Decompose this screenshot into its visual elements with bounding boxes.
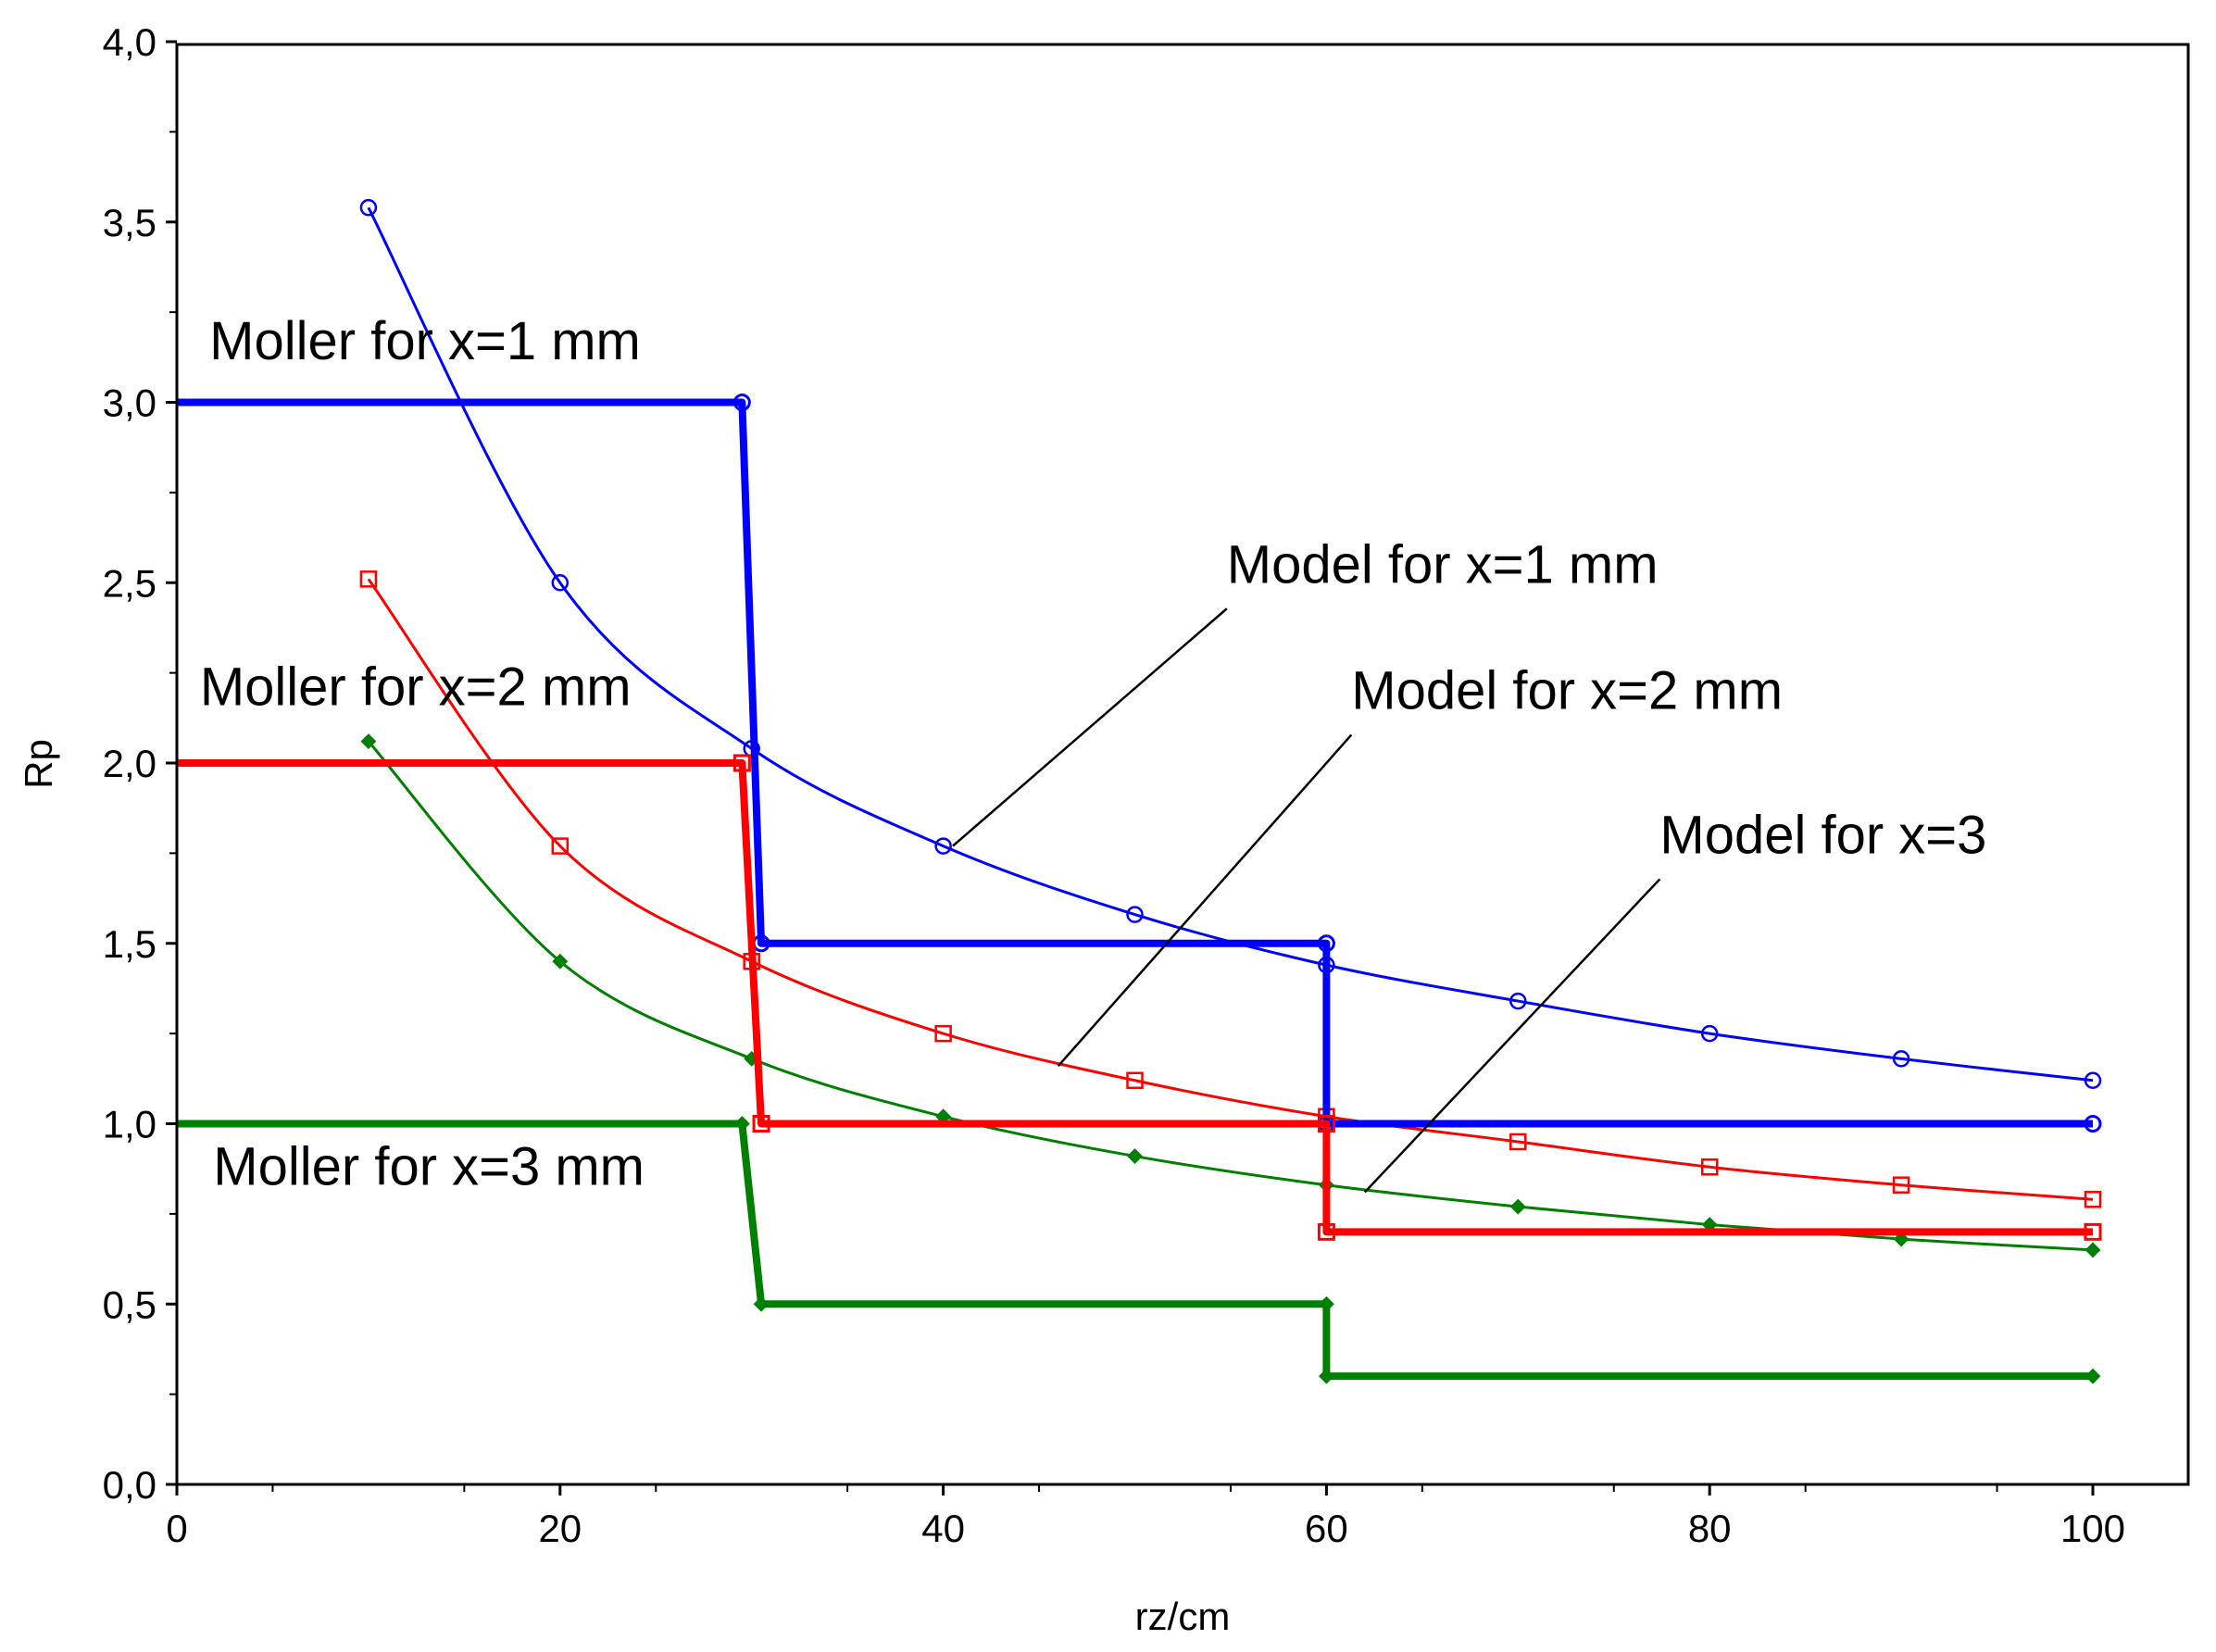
- data-point: [732, 394, 751, 411]
- series-line: [177, 1120, 2093, 1381]
- data-point: [2084, 1191, 2102, 1208]
- series-moller-for-x-3-mm: [177, 1116, 2101, 1384]
- axis-layer: 0 20 40 60 80 100 0,0 0,5 1,0 1,5 2,0 2,5 3,0 3,5 4,0: [103, 20, 2125, 1550]
- y-tick-label: 1,5: [103, 922, 156, 966]
- data-point: [1892, 1050, 1910, 1068]
- x-tick-label: 0: [166, 1507, 187, 1550]
- data-point: [1892, 1176, 1910, 1194]
- data-point: [934, 1024, 952, 1043]
- y-tick-label: 2,5: [103, 561, 156, 605]
- annotation-moller-for-x-3-mm: Moller for x=3 mm: [213, 1137, 645, 1197]
- series-line: [177, 759, 2093, 1236]
- y-tick-label: 2,0: [103, 742, 156, 785]
- y-tick-label: 4,0: [103, 20, 156, 64]
- data-point: [2084, 1115, 2102, 1133]
- annotation-pointer: [1057, 733, 1353, 1068]
- series-line: [367, 578, 2094, 1201]
- data-point: [359, 198, 378, 217]
- annotation-pointer-layer: [952, 607, 1661, 1194]
- data-point: [1893, 1231, 1909, 1247]
- data-point: [733, 1116, 750, 1132]
- y-axis-label: Rp: [17, 739, 60, 789]
- x-tick-label: 40: [921, 1507, 965, 1550]
- annotation-pointer: [952, 607, 1228, 847]
- data-point: [1127, 1148, 1143, 1164]
- data-point: [1126, 906, 1144, 923]
- x-tick-label: 20: [538, 1507, 582, 1550]
- series-line: [177, 398, 2093, 1128]
- data-point: [753, 1295, 770, 1312]
- data-point: [359, 570, 378, 588]
- data-point: [1509, 992, 1527, 1010]
- data-point: [1509, 1198, 1526, 1215]
- series-line: [367, 206, 2094, 1083]
- data-point: [551, 837, 570, 855]
- data-point: [1126, 1071, 1144, 1090]
- data-point: [1317, 1115, 1335, 1133]
- annotation-moller-for-x-1-mm: Moller for x=1 mm: [209, 311, 641, 371]
- data-point: [1700, 1024, 1719, 1043]
- y-tick-label: 3,5: [103, 201, 156, 244]
- annotation-pointer: [1363, 878, 1661, 1194]
- data-point: [1317, 934, 1335, 953]
- annotation-model-for-x-1-mm: Model for x=1 mm: [1227, 534, 1659, 594]
- data-point: [1318, 1295, 1334, 1312]
- data-point: [551, 574, 570, 592]
- data-point: [2084, 1222, 2102, 1241]
- series-moller-for-x-2-mm: [177, 754, 2102, 1241]
- y-tick-label: 1,0: [103, 1103, 156, 1146]
- data-point: [934, 837, 952, 855]
- annotation-model-for-x-3: Model for x=3: [1659, 805, 1986, 865]
- x-tick-label: 100: [2060, 1507, 2125, 1550]
- series-layer: [177, 198, 2102, 1384]
- x-tick-label: 60: [1305, 1507, 1348, 1550]
- data-point: [1318, 1368, 1334, 1384]
- data-point: [2084, 1071, 2102, 1090]
- data-point: [2085, 1368, 2101, 1384]
- annotation-model-for-x-2-mm: Model for x=2 mm: [1351, 661, 1783, 721]
- data-point: [552, 953, 569, 970]
- annotation-moller-for-x-2-mm: Moller for x=2 mm: [200, 657, 632, 718]
- data-point: [1700, 1158, 1719, 1176]
- data-point: [1317, 1222, 1335, 1241]
- x-axis-label: rz/cm: [1135, 1595, 1231, 1638]
- data-point: [752, 1115, 770, 1133]
- data-point: [1509, 1133, 1527, 1151]
- annotation-label-layer: Moller for x=1 mm Moller for x=2 mm Moller…: [200, 311, 1987, 1197]
- y-tick-label: 0,5: [103, 1283, 156, 1326]
- y-tick-label: 0,0: [103, 1463, 156, 1507]
- series-model-for-x-1-mm: [359, 198, 2102, 1090]
- data-point: [360, 733, 377, 750]
- data-point: [732, 754, 751, 772]
- data-point: [2085, 1242, 2101, 1258]
- y-tick-label: 3,0: [103, 382, 156, 425]
- x-tick-label: 80: [1688, 1507, 1732, 1550]
